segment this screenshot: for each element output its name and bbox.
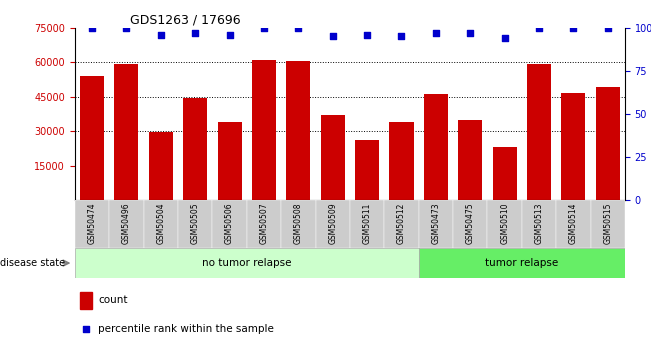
- Bar: [80, 292, 92, 309]
- Bar: [419, 200, 453, 248]
- Text: GSM50496: GSM50496: [122, 203, 131, 244]
- Bar: [522, 200, 556, 248]
- Bar: [350, 200, 384, 248]
- Text: GSM50510: GSM50510: [500, 203, 509, 244]
- Point: [225, 32, 235, 37]
- Bar: [556, 200, 590, 248]
- Text: GSM50508: GSM50508: [294, 203, 303, 244]
- Point: [121, 25, 132, 30]
- Bar: [458, 120, 482, 200]
- Text: GSM50515: GSM50515: [603, 203, 613, 244]
- Text: GSM50504: GSM50504: [156, 203, 165, 244]
- Bar: [493, 147, 517, 200]
- Point: [396, 33, 407, 39]
- Bar: [247, 200, 281, 248]
- Bar: [149, 132, 173, 200]
- Point: [499, 35, 510, 41]
- Bar: [80, 76, 104, 200]
- Point: [156, 32, 166, 37]
- Point: [568, 25, 579, 30]
- Point: [603, 25, 613, 30]
- Text: GSM50473: GSM50473: [432, 203, 440, 244]
- Bar: [183, 98, 207, 200]
- Bar: [355, 140, 379, 200]
- Bar: [75, 200, 109, 248]
- Bar: [321, 115, 345, 200]
- Text: GSM50474: GSM50474: [87, 203, 96, 244]
- Text: GSM50506: GSM50506: [225, 203, 234, 244]
- Bar: [453, 200, 488, 248]
- Point: [362, 32, 372, 37]
- Text: GSM50511: GSM50511: [363, 203, 372, 244]
- Text: GSM50505: GSM50505: [191, 203, 200, 244]
- Bar: [286, 61, 311, 200]
- Text: no tumor relapse: no tumor relapse: [202, 258, 292, 268]
- Text: GSM50475: GSM50475: [465, 203, 475, 244]
- Bar: [527, 65, 551, 200]
- Point: [87, 25, 97, 30]
- Text: GSM50513: GSM50513: [534, 203, 544, 244]
- Text: GSM50512: GSM50512: [397, 203, 406, 244]
- Text: count: count: [98, 295, 128, 305]
- Text: GSM50509: GSM50509: [328, 203, 337, 244]
- Text: GDS1263 / 17696: GDS1263 / 17696: [130, 13, 240, 27]
- Bar: [252, 60, 276, 200]
- Point: [258, 25, 269, 30]
- Bar: [424, 94, 448, 200]
- Text: percentile rank within the sample: percentile rank within the sample: [98, 325, 274, 334]
- Bar: [596, 87, 620, 200]
- Bar: [212, 200, 247, 248]
- Bar: [316, 200, 350, 248]
- Text: GSM50507: GSM50507: [260, 203, 268, 244]
- Point: [190, 30, 201, 36]
- Bar: [178, 200, 212, 248]
- Bar: [109, 200, 144, 248]
- Bar: [115, 65, 139, 200]
- Bar: [561, 93, 585, 200]
- Point: [431, 30, 441, 36]
- Point: [81, 327, 92, 332]
- Text: GSM50514: GSM50514: [569, 203, 578, 244]
- Point: [534, 25, 544, 30]
- Bar: [384, 200, 419, 248]
- Point: [293, 25, 303, 30]
- Bar: [590, 200, 625, 248]
- Text: tumor relapse: tumor relapse: [485, 258, 559, 268]
- Point: [465, 30, 475, 36]
- Text: disease state: disease state: [0, 258, 65, 268]
- Bar: [144, 200, 178, 248]
- Bar: [419, 248, 625, 278]
- Bar: [217, 122, 242, 200]
- Bar: [75, 248, 419, 278]
- Point: [327, 33, 338, 39]
- Bar: [389, 122, 413, 200]
- Bar: [488, 200, 522, 248]
- Bar: [281, 200, 316, 248]
